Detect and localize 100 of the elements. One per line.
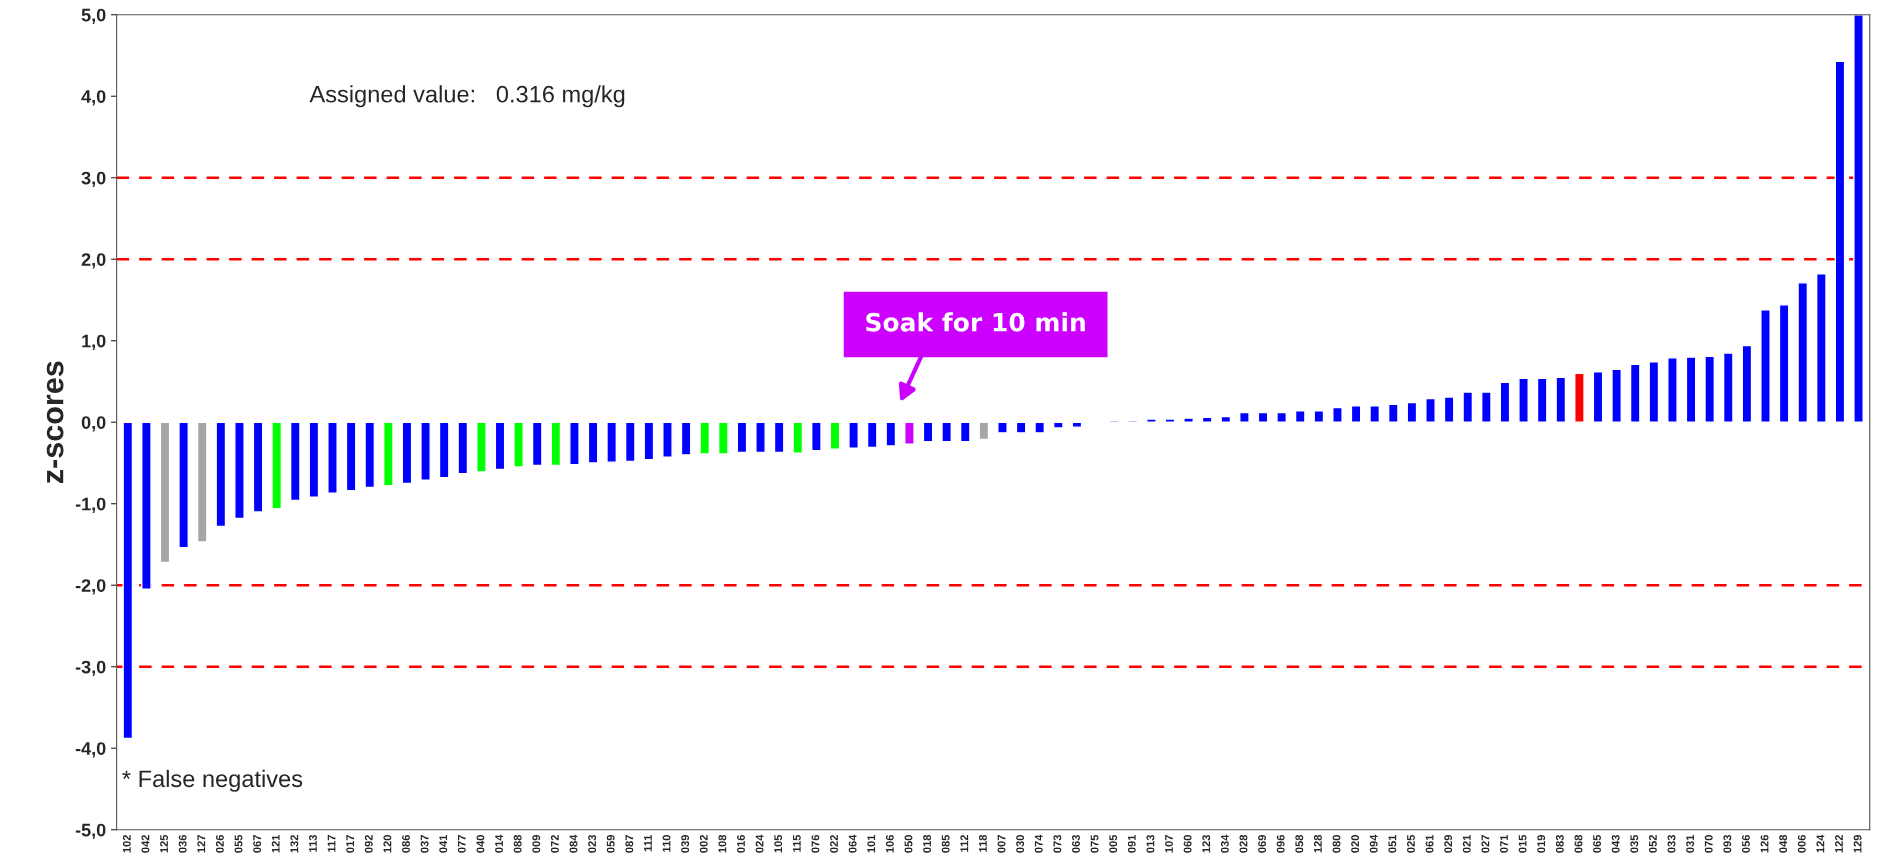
bar bbox=[1629, 363, 1641, 423]
bar bbox=[420, 421, 431, 481]
bar bbox=[680, 421, 692, 456]
bar bbox=[401, 421, 413, 485]
x-tick-label: 033 bbox=[1667, 834, 1676, 853]
bar bbox=[755, 421, 766, 454]
x-tick-label: 129 bbox=[1853, 834, 1862, 853]
bar bbox=[1592, 371, 1604, 423]
x-tick-label: 061 bbox=[1425, 834, 1434, 853]
x-tick-label: 023 bbox=[588, 834, 597, 853]
y-tick-label: -1,0 bbox=[75, 497, 106, 514]
y-tick-label: -2,0 bbox=[75, 579, 106, 595]
bar bbox=[736, 421, 748, 454]
bar bbox=[866, 421, 878, 449]
bar bbox=[1778, 304, 1790, 423]
bar bbox=[122, 421, 134, 740]
x-tick-label: 002 bbox=[699, 835, 708, 853]
bar bbox=[941, 421, 952, 443]
bar bbox=[513, 421, 524, 468]
bar bbox=[308, 421, 320, 498]
bar bbox=[1536, 377, 1548, 423]
bar bbox=[252, 421, 264, 513]
x-tick-label: 031 bbox=[1686, 834, 1695, 853]
bar bbox=[364, 421, 376, 489]
bar bbox=[1443, 396, 1455, 423]
bar bbox=[587, 421, 599, 464]
bar bbox=[997, 421, 1008, 434]
bar bbox=[234, 421, 245, 520]
x-tick-label: 009 bbox=[532, 834, 541, 853]
bar bbox=[848, 421, 859, 450]
x-tick-label: 094 bbox=[1369, 834, 1378, 853]
x-tick-label: 043 bbox=[1611, 834, 1620, 853]
x-tick-label: 048 bbox=[1779, 834, 1788, 853]
bar bbox=[1704, 355, 1716, 423]
bar bbox=[1406, 401, 1418, 423]
bar bbox=[1853, 14, 1864, 423]
x-tick-label: 040 bbox=[476, 835, 485, 853]
y-tick-label: -5,0 bbox=[75, 823, 106, 840]
bar bbox=[1164, 418, 1176, 423]
x-tick-label: 070 bbox=[1704, 835, 1713, 853]
x-tick-label: 005 bbox=[1109, 834, 1118, 853]
x-tick-label: 076 bbox=[811, 834, 820, 853]
x-tick-label: 110 bbox=[662, 835, 671, 852]
x-tick-label: 028 bbox=[1239, 834, 1248, 853]
x-tick-label: 120 bbox=[383, 835, 392, 853]
bar bbox=[606, 421, 618, 463]
bar bbox=[1648, 361, 1660, 423]
x-tick-label: 113 bbox=[309, 834, 317, 852]
x-tick-label: 124 bbox=[1816, 834, 1825, 853]
x-tick-label: 107 bbox=[1165, 835, 1173, 853]
x-tick-label: 039 bbox=[681, 834, 690, 853]
x-tick-label: 125 bbox=[160, 834, 168, 853]
bar bbox=[1387, 403, 1399, 423]
x-tick-label: 069 bbox=[1258, 834, 1266, 853]
x-tick-label: 064 bbox=[848, 834, 857, 853]
bar bbox=[1294, 410, 1306, 423]
bar bbox=[1555, 376, 1567, 423]
x-tick-label: 118 bbox=[978, 834, 987, 852]
x-tick-label: 050 bbox=[904, 835, 913, 853]
x-tick-label: 020 bbox=[1351, 835, 1360, 853]
bar bbox=[1518, 377, 1529, 423]
x-tick-label: 067 bbox=[253, 835, 262, 853]
bar bbox=[438, 421, 450, 479]
x-tick-label: 117 bbox=[327, 835, 336, 852]
bar bbox=[1201, 416, 1213, 423]
x-tick-label: 121 bbox=[271, 834, 280, 853]
x-tick-label: 019 bbox=[1537, 834, 1546, 853]
bar bbox=[1369, 405, 1381, 423]
x-tick-label: 018 bbox=[923, 834, 932, 853]
annotation: * False negatives bbox=[122, 769, 303, 792]
bar bbox=[904, 421, 915, 445]
bar bbox=[1741, 344, 1753, 423]
y-tick-label: 3,0 bbox=[81, 171, 106, 188]
bar bbox=[1239, 411, 1250, 423]
bar bbox=[1797, 282, 1809, 423]
bar bbox=[1611, 368, 1622, 423]
x-tick-label: 014 bbox=[495, 834, 503, 853]
x-tick-label: 080 bbox=[1332, 835, 1341, 853]
y-tick-label: 1,0 bbox=[82, 334, 106, 351]
x-tick-label: 127 bbox=[197, 835, 206, 853]
x-tick-label: 041 bbox=[439, 834, 448, 853]
bar bbox=[1574, 372, 1585, 423]
x-tick-label: 025 bbox=[1407, 834, 1415, 853]
y-tick-label: -4,0 bbox=[75, 742, 106, 758]
bar bbox=[1034, 421, 1046, 434]
x-tick-label: 115 bbox=[792, 834, 801, 852]
x-tick-label: 128 bbox=[1313, 834, 1322, 853]
bar bbox=[1052, 421, 1064, 429]
x-tick-label: 073 bbox=[1053, 834, 1062, 853]
x-tick-label: 055 bbox=[234, 834, 243, 853]
bar bbox=[922, 421, 934, 443]
x-tick-label: 092 bbox=[364, 835, 373, 853]
bar bbox=[141, 421, 152, 590]
x-tick-label: 111 bbox=[644, 834, 652, 852]
x-tick-label: 084 bbox=[569, 834, 578, 853]
x-tick-label: 056 bbox=[1742, 834, 1750, 853]
bar bbox=[1815, 273, 1827, 423]
bar bbox=[978, 421, 990, 441]
x-tick-label: 122 bbox=[1835, 835, 1843, 853]
x-tick-label: 075 bbox=[1090, 834, 1099, 853]
